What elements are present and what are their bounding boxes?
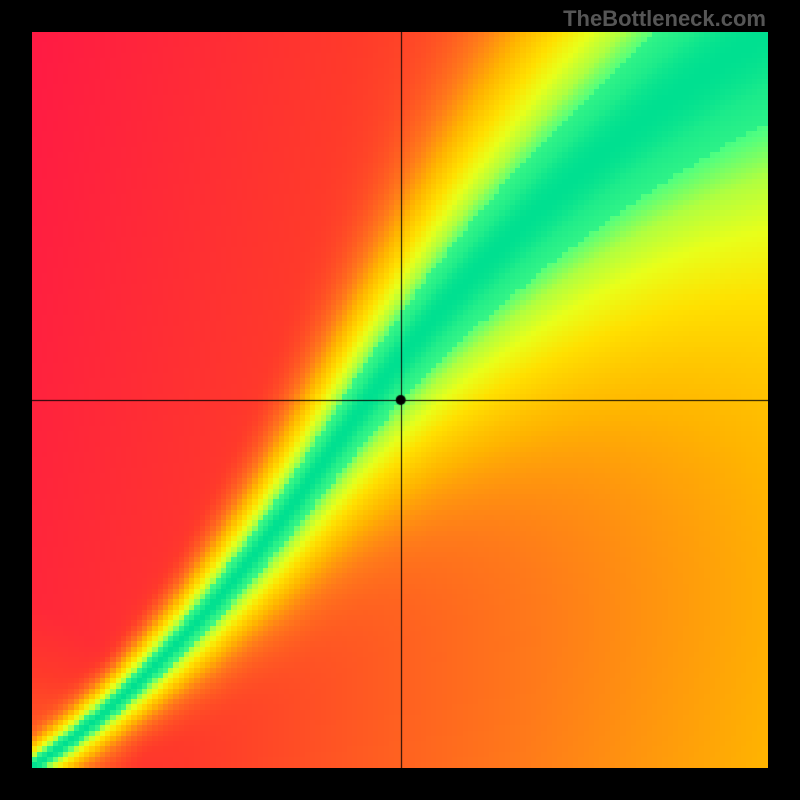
figure-root: TheBottleneck.com — [0, 0, 800, 800]
watermark-text: TheBottleneck.com — [563, 6, 766, 32]
bottleneck-heatmap — [32, 32, 768, 768]
